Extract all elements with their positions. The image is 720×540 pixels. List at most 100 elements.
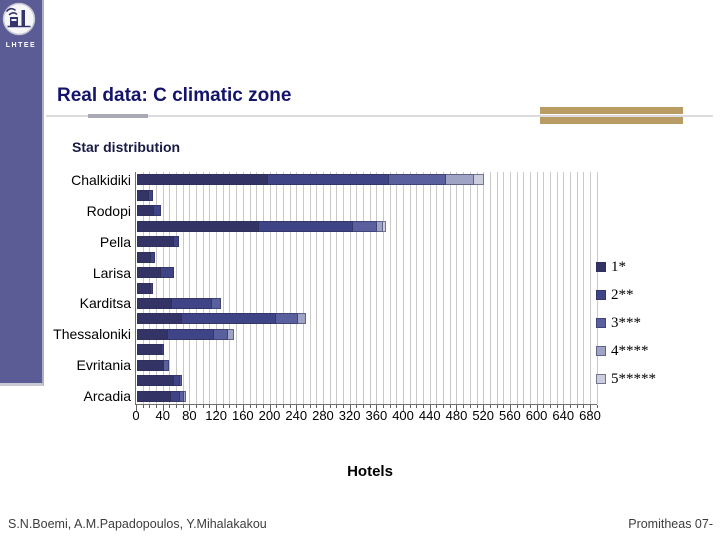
x-tick-label: 280 <box>312 408 334 423</box>
x-tick <box>269 405 271 411</box>
gridline <box>202 172 204 404</box>
legend-item: 2** <box>596 287 634 303</box>
gridline <box>336 172 338 404</box>
legend-label: 4**** <box>611 342 649 359</box>
gridline <box>369 172 371 404</box>
bar-row <box>137 375 183 387</box>
x-tick <box>189 405 191 411</box>
x-tick <box>503 405 505 408</box>
x-tick-label: 400 <box>392 408 414 423</box>
gridline <box>162 172 164 404</box>
legend-item: 5***** <box>596 371 656 387</box>
category-label: Rodopi <box>86 202 131 219</box>
bar-segment <box>184 390 186 402</box>
gridline <box>536 172 538 404</box>
x-tick-label: 0 <box>132 408 140 423</box>
x-tick <box>569 405 571 408</box>
bar-segment <box>151 282 154 294</box>
bar-segment <box>149 189 154 201</box>
gridline <box>396 172 398 404</box>
bar-row <box>137 297 222 309</box>
x-tick-label: 440 <box>418 408 441 423</box>
bar-row <box>137 236 180 248</box>
bar-segment <box>182 313 276 325</box>
gridline <box>463 172 465 404</box>
category-label: Pella <box>99 233 131 250</box>
gridline <box>469 172 471 404</box>
legend-swatch <box>596 346 606 356</box>
lhtee-logo-icon <box>2 2 36 36</box>
gridline <box>449 172 451 404</box>
gridline <box>543 172 545 404</box>
bar-segment <box>275 313 298 325</box>
bar-segment <box>137 282 152 294</box>
x-tick-label: 520 <box>472 408 495 423</box>
bar-segment <box>352 220 378 232</box>
gridline <box>376 172 378 404</box>
bar-segment <box>137 313 183 325</box>
bar-segment <box>137 344 163 356</box>
x-tick <box>516 405 518 408</box>
bar-segment <box>162 344 165 356</box>
gridline <box>556 172 558 404</box>
x-tick-label: 120 <box>205 408 227 423</box>
gridline <box>182 172 184 404</box>
x-tick <box>296 405 298 411</box>
gridline <box>483 172 485 404</box>
gridline <box>383 172 385 404</box>
bar-segment <box>212 297 222 309</box>
x-tick-label: 200 <box>258 408 281 423</box>
gridline <box>196 172 198 404</box>
gridline <box>416 172 418 404</box>
bar-segment <box>259 220 353 232</box>
x-tick <box>489 405 491 408</box>
bar-segment <box>173 236 180 248</box>
x-tick <box>509 405 511 411</box>
gridline <box>516 172 518 404</box>
bar-segment <box>267 174 390 186</box>
category-label: Chalkidiki <box>71 171 131 188</box>
x-tick <box>563 405 565 411</box>
x-tick <box>202 405 204 408</box>
x-tick <box>142 405 144 408</box>
x-tick <box>376 405 378 411</box>
bar-segment <box>137 390 172 402</box>
bar-row <box>137 313 306 325</box>
chart-title: Star distribution <box>72 139 181 155</box>
bar-segment <box>227 328 235 340</box>
x-tick <box>536 405 538 411</box>
gridline <box>309 172 311 404</box>
bar-segment <box>137 328 168 340</box>
bar-segment <box>389 174 447 186</box>
logo-caption: LHTEE <box>5 42 37 49</box>
gridline <box>363 172 364 404</box>
legend-label: 1* <box>611 258 626 275</box>
bar-segment <box>164 359 170 371</box>
bar-segment <box>161 267 175 279</box>
gridline <box>216 172 218 404</box>
gridline <box>276 172 278 404</box>
bar-segment <box>151 251 156 263</box>
gridline <box>496 172 498 404</box>
gridline <box>342 172 344 404</box>
bar-segment <box>137 236 174 248</box>
bar-segment <box>137 359 165 371</box>
x-tick <box>549 405 551 408</box>
gridline <box>302 172 304 404</box>
x-tick <box>523 405 525 408</box>
x-tick <box>396 405 398 408</box>
x-tick <box>196 405 198 408</box>
gridline <box>549 172 551 404</box>
gridline <box>316 172 318 404</box>
gridline <box>489 172 491 404</box>
bar-row <box>137 359 170 371</box>
bar-segment <box>179 375 183 387</box>
x-tick <box>449 405 451 408</box>
x-tick <box>389 405 391 408</box>
category-label: Evritania <box>76 357 131 374</box>
legend-swatch <box>596 374 606 384</box>
gridline <box>429 172 431 404</box>
category-label: Larisa <box>92 264 131 281</box>
x-tick <box>443 405 445 408</box>
